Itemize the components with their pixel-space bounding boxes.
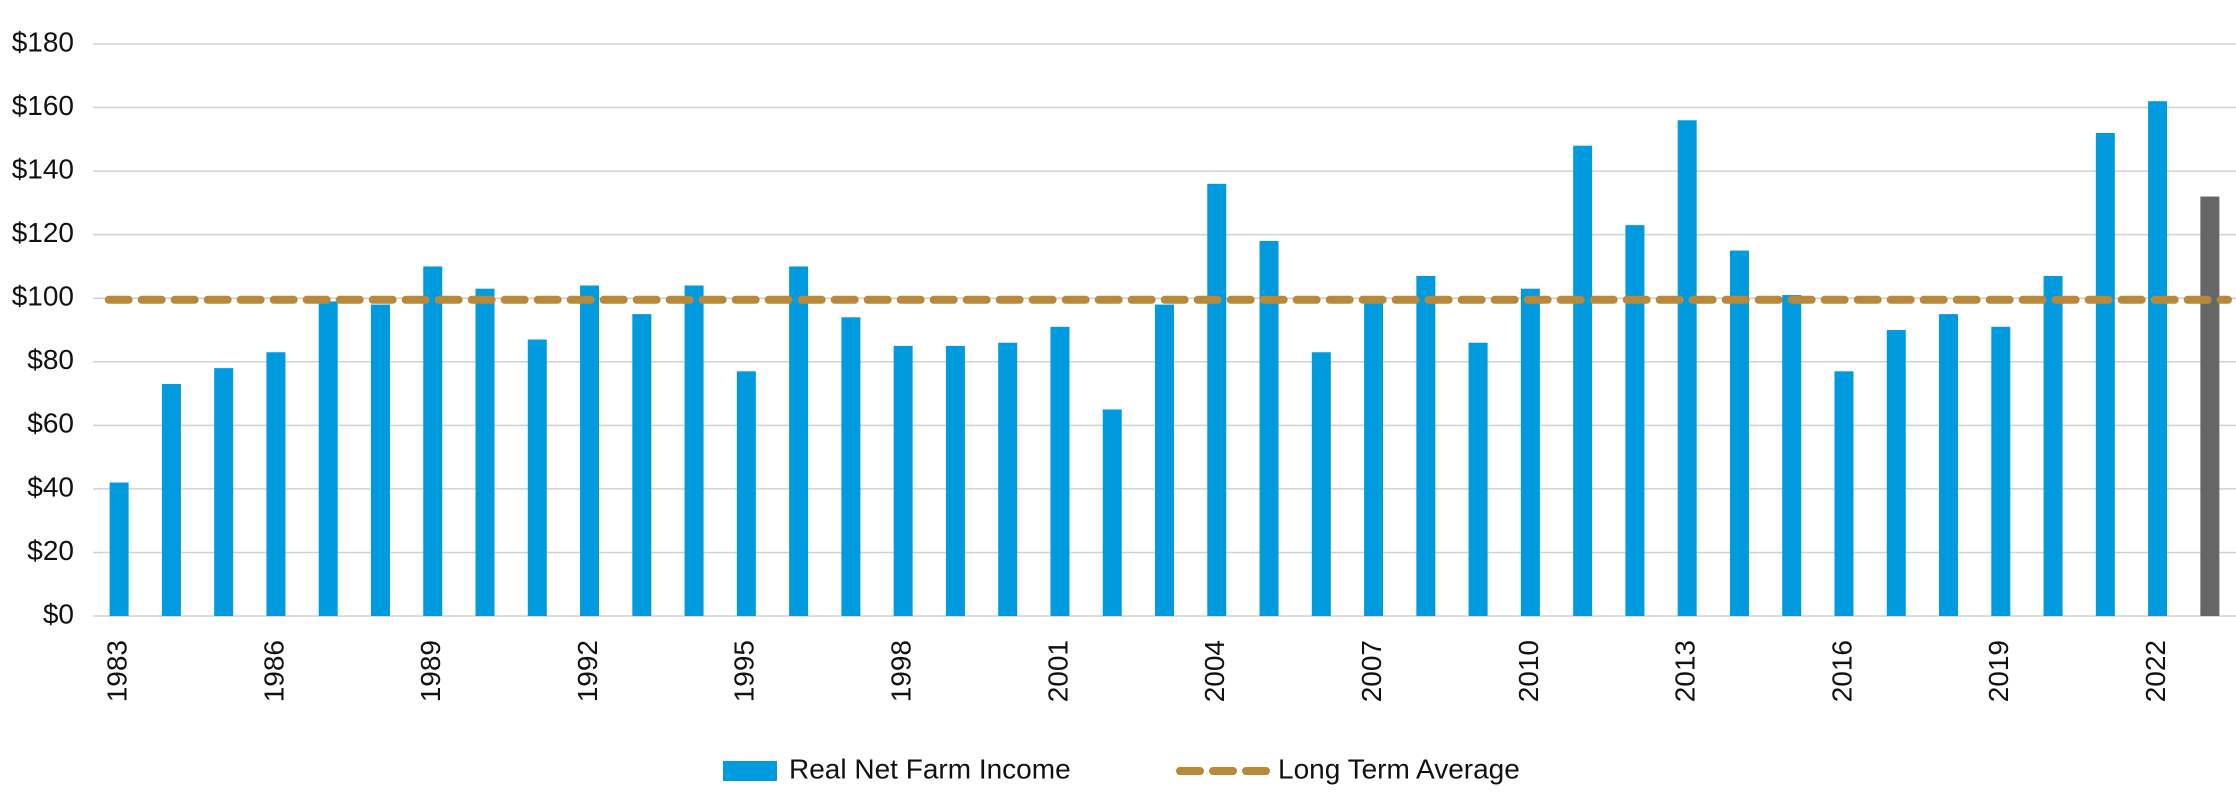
bar bbox=[109, 482, 129, 616]
legend-label: Real Net Farm Income bbox=[789, 753, 1071, 784]
bar bbox=[2043, 275, 2063, 616]
bar bbox=[893, 345, 913, 616]
x-tick-label: 1998 bbox=[886, 640, 917, 702]
y-tick-label: $40 bbox=[27, 471, 74, 502]
bar bbox=[1573, 145, 1593, 616]
x-tick-label: 1983 bbox=[102, 640, 133, 702]
x-tick-label: 2004 bbox=[1199, 640, 1230, 702]
y-tick-label: $140 bbox=[12, 154, 74, 185]
bar bbox=[1991, 326, 2011, 616]
bar bbox=[1886, 330, 1906, 616]
x-tick-label: 2010 bbox=[1513, 640, 1544, 702]
bar bbox=[2095, 132, 2115, 616]
bar bbox=[2148, 101, 2168, 616]
x-tick-label: 1986 bbox=[258, 640, 289, 702]
bar bbox=[370, 304, 390, 616]
y-tick-label: $100 bbox=[12, 281, 74, 312]
bar bbox=[684, 285, 704, 616]
x-tick-label: 2007 bbox=[1356, 640, 1387, 702]
x-tick-label: 2019 bbox=[1983, 640, 2014, 702]
bar bbox=[580, 285, 600, 616]
bar bbox=[1468, 342, 1488, 616]
legend-label: Long Term Average bbox=[1278, 753, 1520, 784]
x-tick-label: 1992 bbox=[572, 640, 603, 702]
bar bbox=[1102, 409, 1122, 616]
bar bbox=[423, 266, 443, 616]
x-tick-label: 2013 bbox=[1670, 640, 1701, 702]
bar bbox=[2200, 196, 2220, 617]
bar bbox=[1939, 314, 1959, 616]
bar bbox=[1782, 295, 1802, 616]
bar bbox=[1416, 275, 1436, 616]
bar bbox=[1311, 352, 1331, 616]
x-tick-label: 1995 bbox=[729, 640, 760, 702]
x-tick-label: 1989 bbox=[415, 640, 446, 702]
y-tick-label: $80 bbox=[27, 344, 74, 375]
bar bbox=[998, 342, 1018, 616]
bar bbox=[945, 345, 965, 616]
bar bbox=[789, 266, 809, 616]
x-tick-label: 2016 bbox=[1826, 640, 1857, 702]
x-tick-label: 2001 bbox=[1042, 640, 1073, 702]
bar bbox=[1259, 241, 1279, 616]
bar bbox=[1364, 301, 1384, 616]
bar bbox=[1625, 225, 1645, 616]
bar bbox=[841, 317, 861, 616]
bar bbox=[527, 339, 547, 616]
y-tick-label: $20 bbox=[27, 535, 74, 566]
bar bbox=[266, 352, 286, 616]
y-tick-label: $60 bbox=[27, 408, 74, 439]
bar bbox=[214, 368, 234, 616]
y-tick-label: $0 bbox=[43, 598, 74, 629]
bar bbox=[1834, 371, 1854, 616]
bar bbox=[475, 288, 495, 616]
bar bbox=[1729, 250, 1749, 617]
y-tick-label: $180 bbox=[12, 26, 74, 57]
bar bbox=[632, 314, 652, 616]
bar bbox=[1677, 120, 1697, 617]
legend-swatch bbox=[723, 761, 777, 781]
bar bbox=[1520, 288, 1540, 616]
bar bbox=[1207, 183, 1227, 617]
bar bbox=[1155, 304, 1174, 616]
bar bbox=[1050, 326, 1070, 616]
y-tick-label: $160 bbox=[12, 90, 74, 121]
bar bbox=[161, 384, 181, 616]
bar bbox=[318, 301, 338, 616]
y-tick-label: $120 bbox=[12, 217, 74, 248]
x-tick-label: 2022 bbox=[2140, 640, 2171, 702]
bar bbox=[736, 371, 756, 616]
